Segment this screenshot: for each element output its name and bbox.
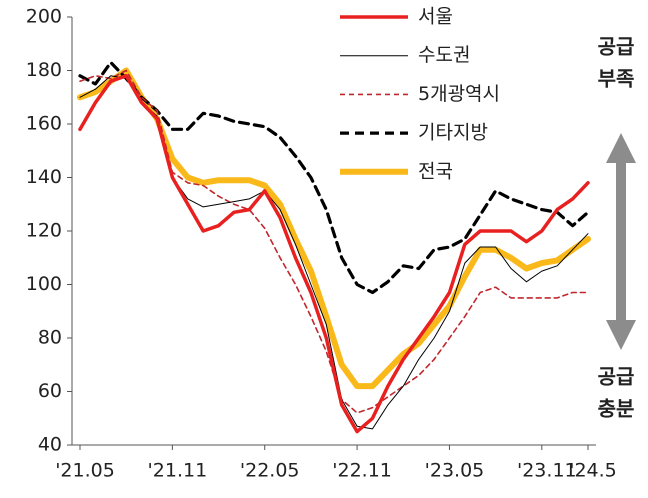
annotation: 충분: [598, 397, 635, 421]
line-series: [78, 74, 590, 434]
x-tick-label: '24.5: [569, 460, 617, 482]
annotation: 공급: [598, 35, 635, 59]
x-tick-label: '22.05: [240, 460, 300, 482]
y-tick-label: 120: [26, 220, 62, 242]
y-tick-label: 180: [26, 59, 62, 81]
legend-label: 수도권: [418, 44, 470, 66]
y-tick-label: 80: [38, 327, 62, 349]
x-tick-label: '21.11: [148, 460, 208, 482]
x-tick-label: '21.05: [55, 460, 115, 482]
x-tick-label: '22.11: [332, 460, 392, 482]
line-series: [79, 69, 589, 414]
x-tick-label: '23.05: [425, 460, 485, 482]
legend-label: 기타지방: [418, 122, 488, 144]
x-tick-label: '23.11: [517, 460, 577, 482]
y-tick-label: 100: [26, 273, 62, 295]
legend-label: 전국: [418, 160, 453, 182]
legend-label: 서울: [418, 6, 453, 28]
annotation: 공급: [598, 365, 635, 389]
legend-label: 5개광역시: [418, 83, 500, 105]
y-tick-label: 60: [38, 380, 62, 402]
annotation: 부족: [598, 67, 635, 91]
y-tick-label: 140: [26, 166, 62, 188]
y-tick-label: 160: [26, 113, 62, 135]
y-tick-label: 40: [38, 434, 62, 456]
line-series: [78, 60, 590, 295]
y-tick-label: 200: [26, 6, 62, 28]
